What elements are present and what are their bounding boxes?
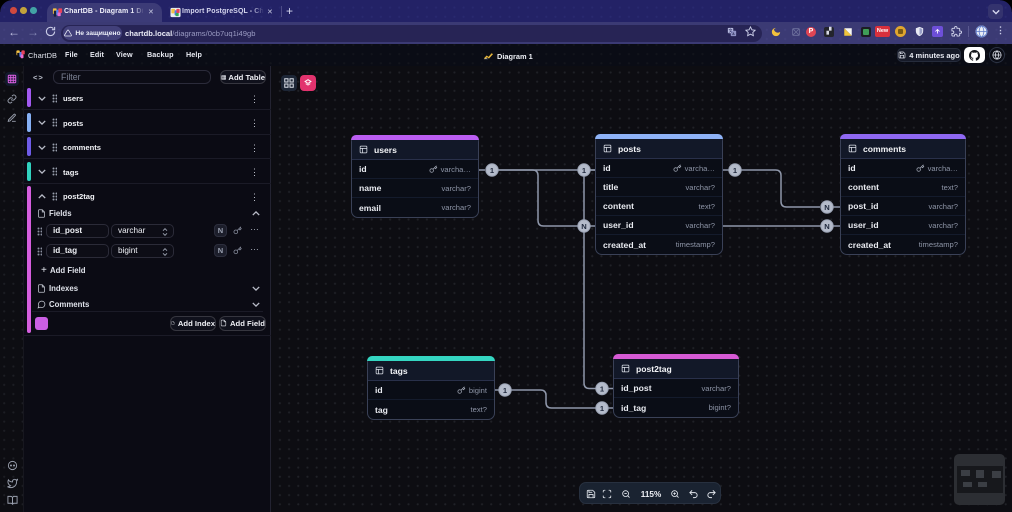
svg-text:N: N [824,203,829,212]
svg-text:1: 1 [490,166,495,175]
svg-text:1: 1 [503,386,508,395]
svg-text:N: N [824,222,829,231]
svg-text:1: 1 [733,166,738,175]
svg-text:A: A [732,32,735,36]
svg-text:文: 文 [728,28,733,33]
svg-text:1: 1 [582,166,587,175]
svg-text:1: 1 [600,384,605,393]
svg-text:1: 1 [600,404,605,413]
svg-text:N: N [581,222,586,231]
